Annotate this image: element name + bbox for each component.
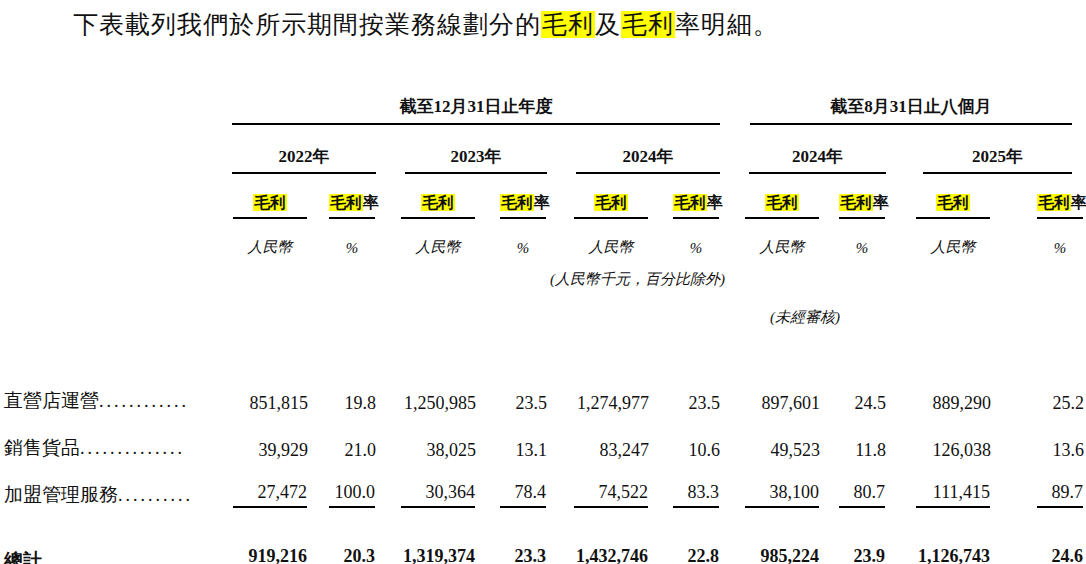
total-value-cell: 20.3: [329, 546, 375, 564]
group-header-interim: 截至8月31日止八個月: [750, 95, 1072, 125]
year-header-row: 2022年 2023年 2024年 2024年 2025年: [0, 126, 1086, 175]
dot-leader: .................: [42, 551, 170, 564]
dot-leader: ............: [99, 391, 189, 411]
prospectus-page: 下表載列我們於所示期間按業務線劃分的毛利及毛利率明細。 截至12月31日止年度 …: [0, 0, 1086, 564]
year-header-2024: 2024年: [576, 145, 720, 174]
gross-profit-table: 截至12月31日止年度 截至8月31日止八個月 2022年 2023年 2024…: [0, 88, 1086, 564]
value-cell: 25.2: [993, 368, 1086, 415]
row-label: 加盟管理服務: [4, 484, 118, 505]
title-pre: 下表載列我們於所示期間按業務線劃分的: [73, 11, 541, 38]
value-cell: 111,415: [916, 482, 990, 508]
year-header-2025-interim: 2025年: [923, 145, 1072, 174]
value-cell: 889,290: [888, 368, 993, 415]
value-cell: 78.4: [500, 482, 546, 508]
unit-percent: %: [1037, 240, 1083, 257]
value-cell: 49,523: [722, 415, 822, 462]
total-value-cell: 1,432,746: [574, 546, 648, 564]
value-cell: 30,364: [401, 482, 475, 508]
unit-percent: %: [839, 240, 885, 257]
value-cell: 80.7: [839, 482, 885, 508]
value-cell: 24.5: [822, 368, 888, 415]
page-title: 下表載列我們於所示期間按業務線劃分的毛利及毛利率明細。: [73, 8, 779, 41]
value-cell: 1,274,977: [549, 368, 651, 415]
value-cell: 1,250,985: [378, 368, 478, 415]
group-header-row: 截至12月31日止年度 截至8月31日止八個月: [0, 88, 1086, 126]
title-highlight-gross-profit: 毛利: [541, 11, 595, 38]
col-header-gross-profit: 毛利: [916, 193, 990, 219]
value-cell: 39,929: [205, 415, 310, 462]
col-header-gross-margin: 毛利率: [673, 193, 719, 219]
spacer-row: [0, 328, 1086, 368]
value-cell: 38,025: [378, 415, 478, 462]
dot-leader: ..........: [118, 485, 193, 505]
col-header-gross-profit: 毛利: [574, 193, 648, 219]
row-label: 銷售貨品: [4, 437, 80, 458]
unit-rmb: 人民幣: [401, 238, 475, 257]
unit-rmb: 人民幣: [233, 238, 307, 257]
table-row-direct-stores: 直營店運營............ 851,815 19.8 1,250,985…: [0, 368, 1086, 415]
value-cell: 21.0: [310, 415, 378, 462]
table-row-sales-of-goods: 銷售貨品.............. 39,929 21.0 38,025 13…: [0, 415, 1086, 462]
col-header-gross-profit: 毛利: [233, 193, 307, 219]
total-label: 總計: [4, 550, 42, 564]
total-value-cell: 919,216: [233, 546, 307, 564]
title-post: 率明細。: [675, 11, 779, 38]
value-cell: 23.5: [651, 368, 722, 415]
total-value-cell: 22.8: [673, 546, 719, 564]
value-cell: 19.8: [310, 368, 378, 415]
unit-percent: %: [329, 240, 375, 257]
value-cell: 11.8: [822, 415, 888, 462]
value-cell: 126,038: [888, 415, 993, 462]
total-value-cell: 24.6: [1037, 546, 1083, 564]
value-cell: 27,472: [233, 482, 307, 508]
value-cell: 83.3: [673, 482, 719, 508]
col-header-gross-margin: 毛利率: [839, 193, 885, 219]
year-header-2022: 2022年: [232, 145, 376, 174]
thousands-note-row: (人民幣千元，百分比除外): [0, 258, 1086, 290]
value-cell: 10.6: [651, 415, 722, 462]
total-value-cell: 1,126,743: [916, 546, 990, 564]
total-value-cell: 23.9: [839, 546, 885, 564]
col-header-gross-margin: 毛利率: [329, 193, 375, 219]
year-header-2024-interim: 2024年: [749, 145, 886, 174]
title-highlight-gross-margin: 毛利: [621, 11, 675, 38]
thousands-note: (人民幣千元，百分比除外): [549, 258, 722, 290]
value-cell: 38,100: [745, 482, 819, 508]
value-cell: 100.0: [329, 482, 375, 508]
title-mid: 及: [595, 11, 621, 38]
column-header-row: 毛利 毛利率 毛利 毛利率 毛利 毛利率 毛利 毛利率 毛利 毛利率: [0, 175, 1086, 220]
unit-rmb: 人民幣: [574, 238, 648, 257]
value-cell: 74,522: [574, 482, 648, 508]
unit-rmb: 人民幣: [745, 238, 819, 257]
value-cell: 23.5: [478, 368, 549, 415]
col-header-gross-margin: 毛利率: [500, 193, 546, 219]
unit-percent: %: [500, 240, 546, 257]
total-value-cell: 985,224: [745, 546, 819, 564]
col-header-gross-profit: 毛利: [745, 193, 819, 219]
unit-row: 人民幣 % 人民幣 % 人民幣 % 人民幣 % 人民幣 %: [0, 220, 1086, 258]
unaudited-note-row: (未經審核): [0, 290, 1086, 328]
value-cell: 13.6: [993, 415, 1086, 462]
group-header-annual: 截至12月31日止年度: [232, 95, 720, 125]
value-cell: 89.7: [1037, 482, 1083, 508]
unit-percent: %: [673, 240, 719, 257]
value-cell: 851,815: [205, 368, 310, 415]
value-cell: 83,247: [549, 415, 651, 462]
value-cell: 897,601: [722, 368, 822, 415]
table-row-franchise-services: 加盟管理服務.......... 27,472 100.0 30,364 78.…: [0, 462, 1086, 509]
total-value-cell: 1,319,374: [401, 546, 475, 564]
col-header-gross-margin: 毛利率: [1037, 193, 1083, 219]
value-cell: 13.1: [478, 415, 549, 462]
year-header-2023: 2023年: [405, 145, 547, 174]
row-label: 直營店運營: [4, 390, 99, 411]
total-value-cell: 23.3: [500, 546, 546, 564]
col-header-gross-profit: 毛利: [401, 193, 475, 219]
unit-rmb: 人民幣: [916, 238, 990, 257]
unaudited-note: (未經審核): [722, 290, 888, 328]
table-row-total: 總計................. 919,216 20.3 1,319,3…: [0, 509, 1086, 564]
dot-leader: ..............: [80, 438, 185, 458]
